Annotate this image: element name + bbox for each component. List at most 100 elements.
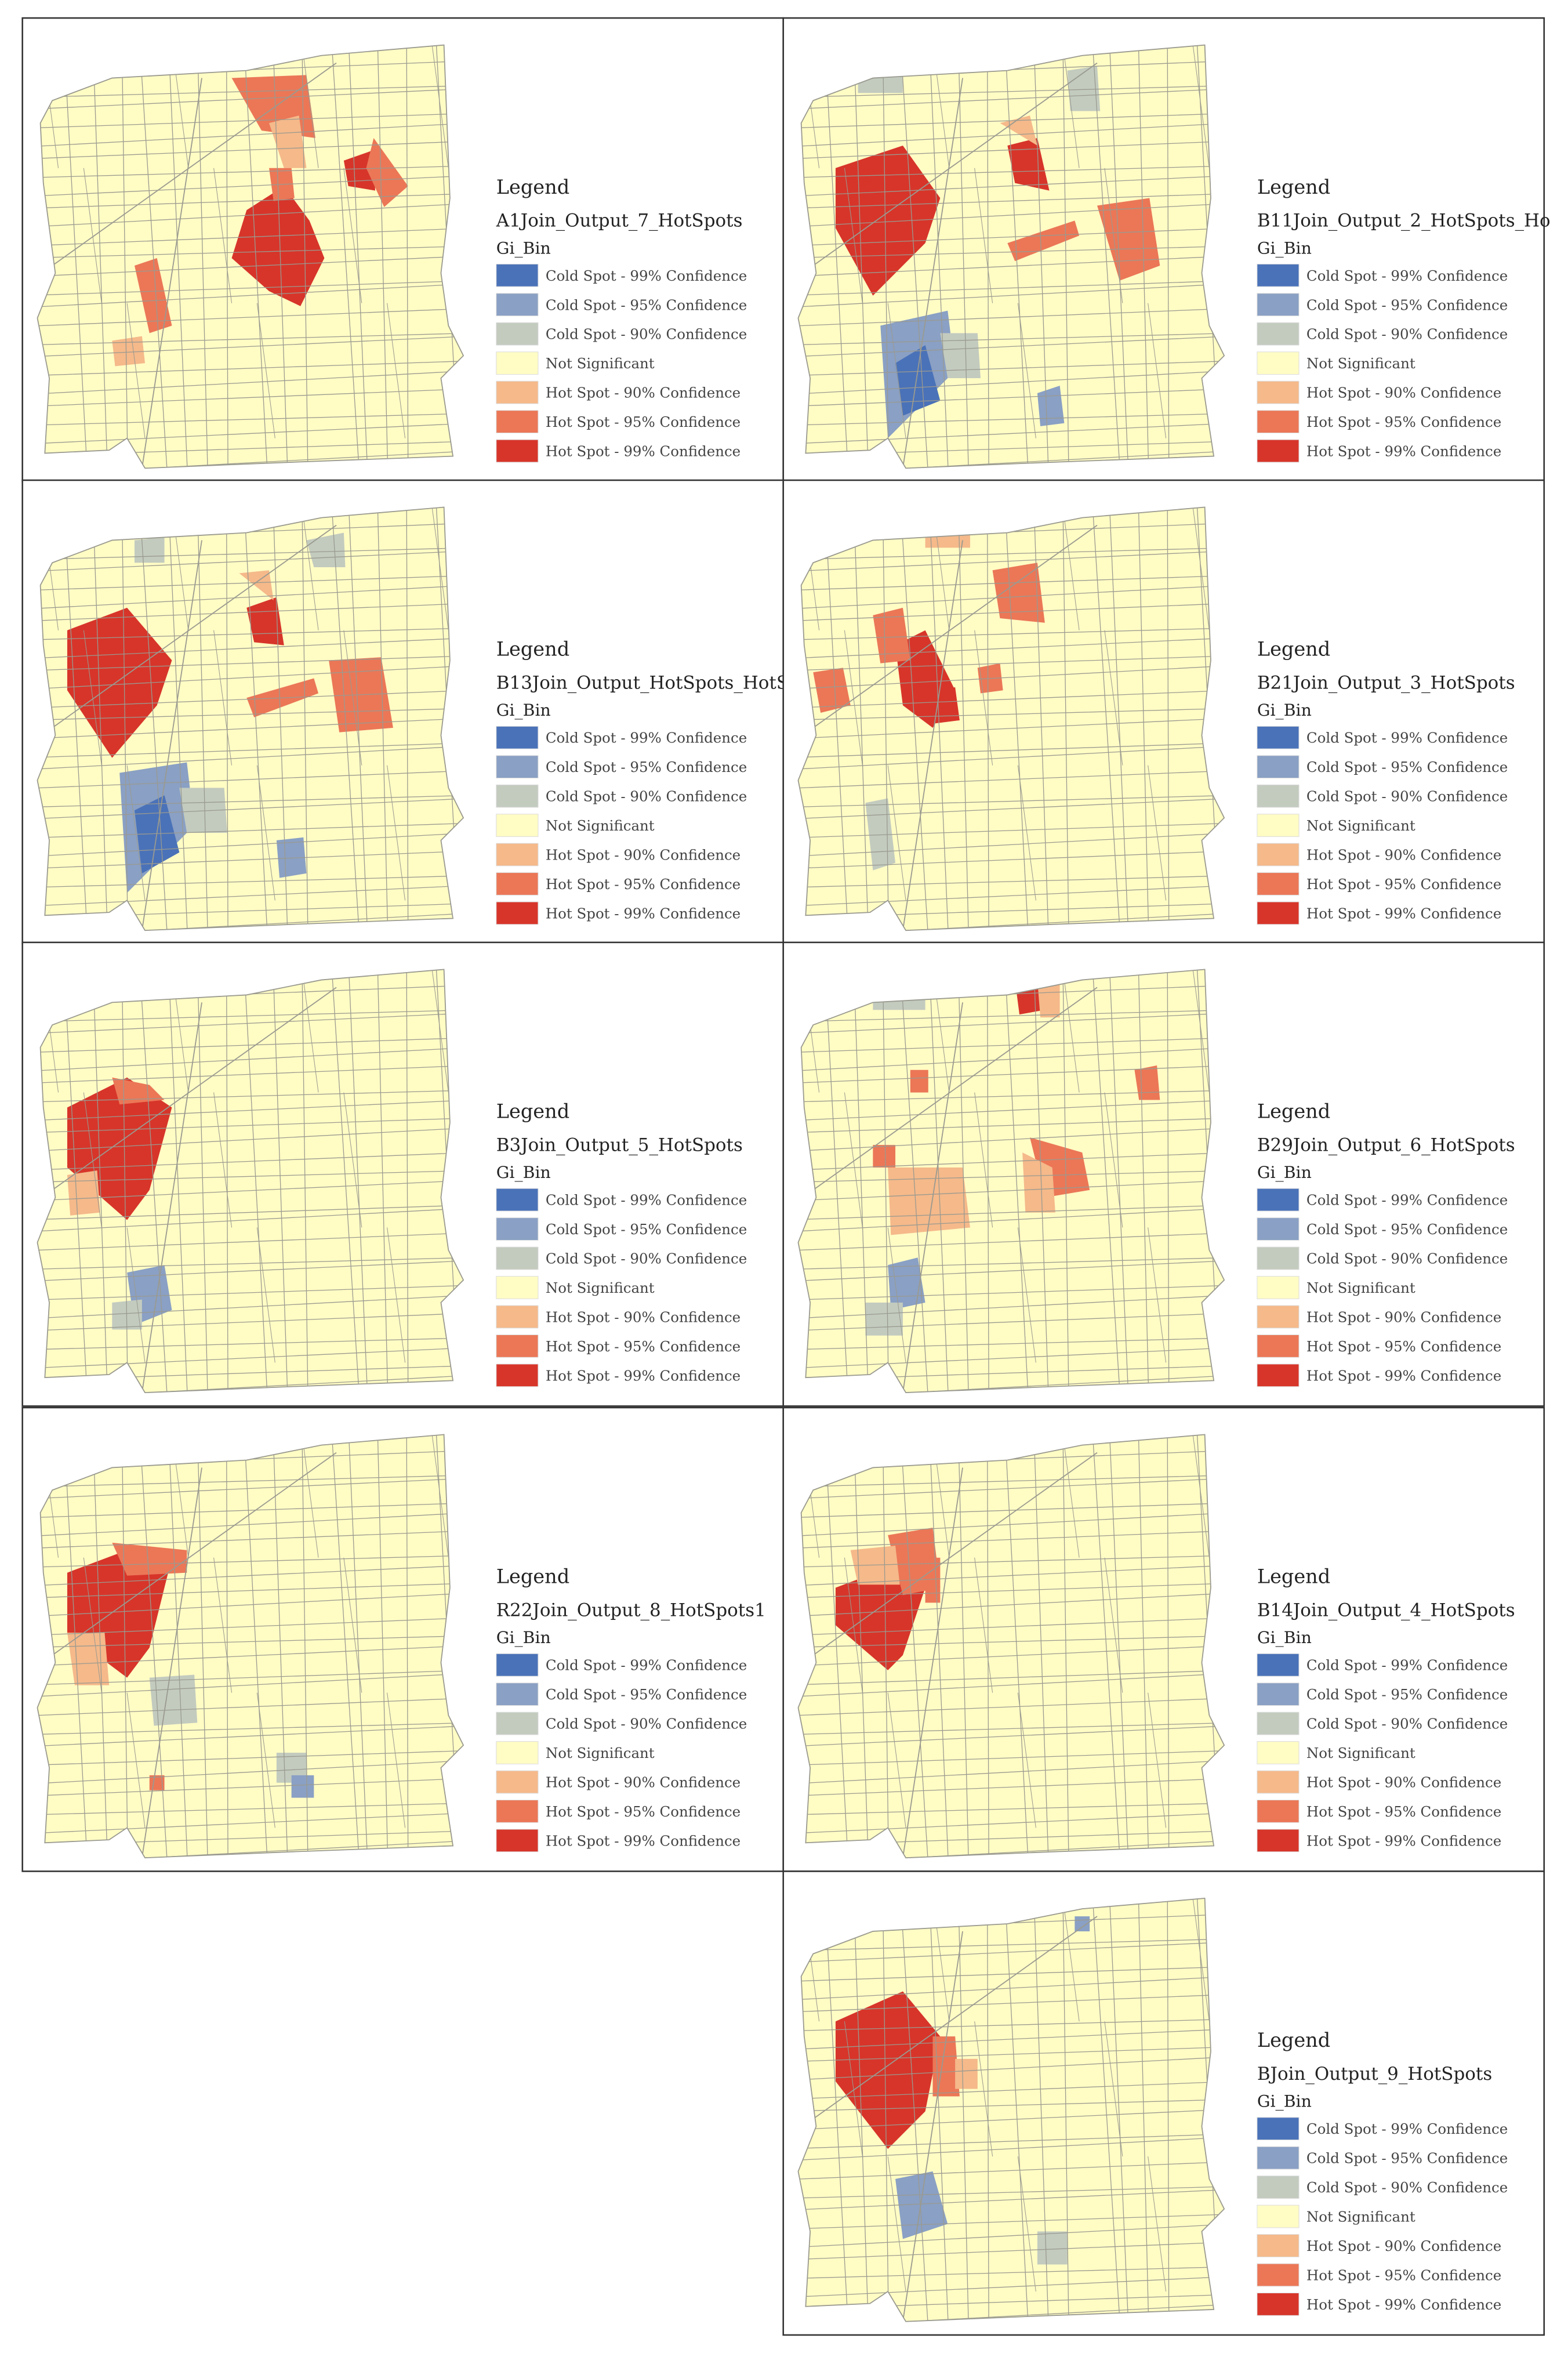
legend-swatch (1257, 843, 1300, 866)
layer-name: A1Join_Output_7_HotSpots (496, 211, 743, 231)
street (37, 1257, 464, 1270)
street (798, 2028, 1225, 2050)
street (899, 45, 929, 469)
street (882, 1434, 890, 1858)
legend-swatch (1257, 1800, 1300, 1823)
street (798, 1750, 1225, 1766)
street (37, 1722, 464, 1735)
map-base (37, 1434, 464, 1858)
street (37, 1170, 464, 1183)
street (798, 1047, 1225, 1072)
legend-label: Cold Spot - 95% Confidence (546, 1686, 747, 1703)
street (853, 45, 869, 469)
street (37, 193, 464, 209)
legend-label: Hot Spot - 95% Confidence (1306, 1803, 1501, 1820)
street (37, 1697, 464, 1717)
main-road (141, 540, 202, 931)
street (377, 1434, 389, 1858)
street (37, 1037, 464, 1053)
street (1017, 2156, 1036, 2292)
street (37, 1670, 464, 1686)
legend-label: Hot Spot - 95% Confidence (546, 876, 741, 893)
street (387, 765, 406, 901)
street (37, 1617, 464, 1636)
street (430, 45, 449, 168)
street (798, 1670, 1225, 1686)
street (168, 45, 188, 469)
map (37, 507, 464, 931)
legend-swatch (496, 843, 539, 866)
street (1062, 1434, 1069, 1858)
street (343, 168, 362, 303)
street (1104, 630, 1123, 766)
street (798, 360, 1225, 376)
street (1138, 969, 1149, 1393)
hotspot-area (873, 607, 910, 664)
legend-title: Legend (1257, 1565, 1330, 1588)
street (37, 1635, 464, 1648)
street (92, 45, 108, 469)
hotspot-area (134, 258, 172, 333)
street (37, 450, 464, 469)
street (37, 283, 464, 309)
street (37, 1564, 464, 1587)
hotspot-area (112, 1077, 165, 1105)
hotspot-area (932, 687, 960, 724)
legend-swatch (1257, 293, 1300, 317)
street (986, 1898, 989, 2322)
street (798, 1208, 1225, 1232)
street (37, 1778, 464, 1797)
street (139, 45, 168, 469)
street (798, 1941, 1225, 1963)
street (243, 969, 268, 1393)
hotspot-area (149, 1674, 198, 1726)
street (798, 280, 1225, 296)
street (139, 1434, 168, 1858)
map-outline (797, 1898, 1225, 2322)
hotspot-area (268, 115, 307, 168)
street (256, 765, 275, 901)
street (1148, 303, 1167, 438)
main-road (812, 1452, 1098, 1656)
street (986, 1434, 989, 1858)
street (37, 575, 464, 591)
street (798, 332, 1225, 346)
legend-swatch (1257, 784, 1300, 808)
street (1167, 969, 1170, 1393)
legend-label: Cold Spot - 95% Confidence (1306, 1221, 1508, 1238)
street (37, 1285, 464, 1301)
hotspot-area (276, 837, 307, 878)
hotspot-area (1067, 66, 1101, 111)
legend-label: Hot Spot - 90% Confidence (1306, 1774, 1501, 1791)
field-name: Gi_Bin (496, 1628, 551, 1647)
street (37, 1117, 464, 1134)
street (37, 1502, 464, 1518)
street (213, 168, 233, 303)
street (377, 507, 389, 931)
field-name: Gi_Bin (1257, 2092, 1312, 2111)
street (798, 335, 1225, 358)
street (37, 832, 464, 858)
street (798, 585, 1225, 610)
street (37, 822, 464, 839)
street (798, 1117, 1225, 1134)
street (928, 969, 949, 1393)
street (1138, 1898, 1149, 2322)
street (37, 1477, 464, 1500)
street (853, 969, 869, 1393)
street (1190, 969, 1210, 1093)
street (37, 360, 464, 376)
street (853, 507, 869, 931)
hotspot-area (67, 607, 172, 758)
legend-label: Cold Spot - 99% Confidence (546, 267, 747, 284)
map-panel: Legend B29Join_Output_6_HotSpots Gi_Bin Col… (782, 941, 1545, 1407)
legend-swatch (1257, 1770, 1300, 1794)
legend-label: Hot Spot - 99% Confidence (546, 905, 741, 922)
street (37, 1512, 464, 1538)
legend-swatch (496, 872, 539, 895)
street (798, 1697, 1225, 1717)
main-road (52, 524, 337, 728)
legend-label: Hot Spot - 95% Confidence (546, 1803, 741, 1820)
legend-title: Legend (496, 1565, 569, 1588)
street (1017, 1227, 1036, 1363)
